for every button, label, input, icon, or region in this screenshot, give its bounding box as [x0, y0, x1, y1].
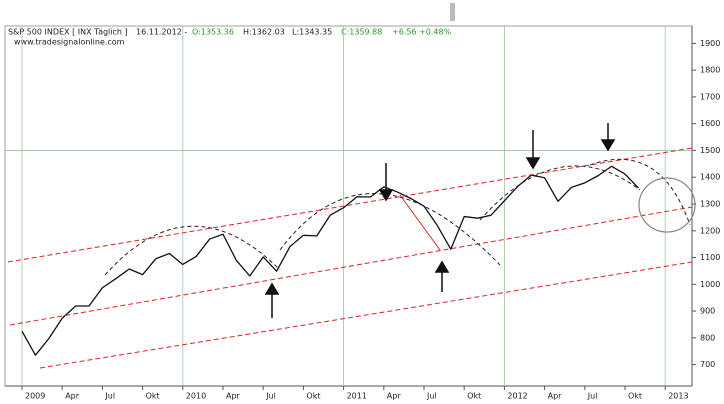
y-tick-label: 1500: [700, 146, 720, 155]
x-tick-label: Apr: [65, 392, 80, 401]
y-tick-label: 900: [700, 307, 715, 316]
x-tick-label: 2013: [668, 392, 688, 401]
x-tick-label: Apr: [548, 392, 563, 401]
arc: [589, 158, 691, 226]
y-tick-label: 1100: [700, 253, 720, 262]
ellipse: [638, 177, 696, 233]
x-tick-label: 2009: [25, 392, 45, 401]
high: H:1362.03: [243, 28, 285, 37]
symbol: S&P 500 INDEX [ INX Täglich ]: [8, 28, 128, 37]
y-tick-label: 1700: [700, 92, 720, 101]
x-tick-label: Okt: [628, 392, 642, 401]
y-tick-label: 1200: [700, 226, 720, 235]
x-tick-label: Okt: [146, 392, 160, 401]
x-tick-label: Jul: [587, 392, 598, 401]
x-tick-label: 2010: [186, 392, 206, 401]
x-tick-label: Apr: [226, 392, 241, 401]
y-tick-label: 1900: [700, 39, 720, 48]
x-tick-label: 2011: [347, 392, 367, 401]
x-tick-label: Jul: [426, 392, 437, 401]
x-tick-label: Jul: [104, 392, 115, 401]
change: +6.56 +0.48%: [392, 28, 452, 37]
arrows: [264, 123, 616, 318]
y-tick-label: 800: [700, 333, 715, 342]
toolbar-mark: [450, 3, 455, 21]
y-tick-label: 700: [700, 360, 715, 369]
low: L:1343.35: [292, 28, 332, 37]
x-tick-label: Jul: [265, 392, 276, 401]
y-tick-label: 1600: [700, 119, 720, 128]
channel-bottom: [39, 261, 693, 369]
channel-top: [7, 147, 693, 263]
open: O:1353.36: [192, 28, 234, 37]
arc: [279, 193, 501, 266]
connector: [399, 194, 441, 251]
source: www.tradesignalonline.com: [14, 38, 125, 47]
y-tick-label: 1400: [700, 173, 720, 182]
x-tick-label: Okt: [467, 392, 481, 401]
y-tick-label: 1000: [700, 280, 720, 289]
arc: [104, 225, 281, 276]
header: S&P 500 INDEX [ INX Täglich ] 16.11.2012…: [8, 28, 452, 47]
x-tick-label: Apr: [387, 392, 402, 401]
y-tick-label: 1800: [700, 66, 720, 75]
x-tick-label: Okt: [306, 392, 320, 401]
y-tick-label: 1300: [700, 199, 720, 208]
annotations: [7, 123, 696, 369]
date: 16.11.2012 -: [136, 28, 187, 37]
channel-middle: [9, 206, 693, 326]
x-tick-label: 2012: [507, 392, 527, 401]
close: C:1359.88: [341, 28, 382, 37]
